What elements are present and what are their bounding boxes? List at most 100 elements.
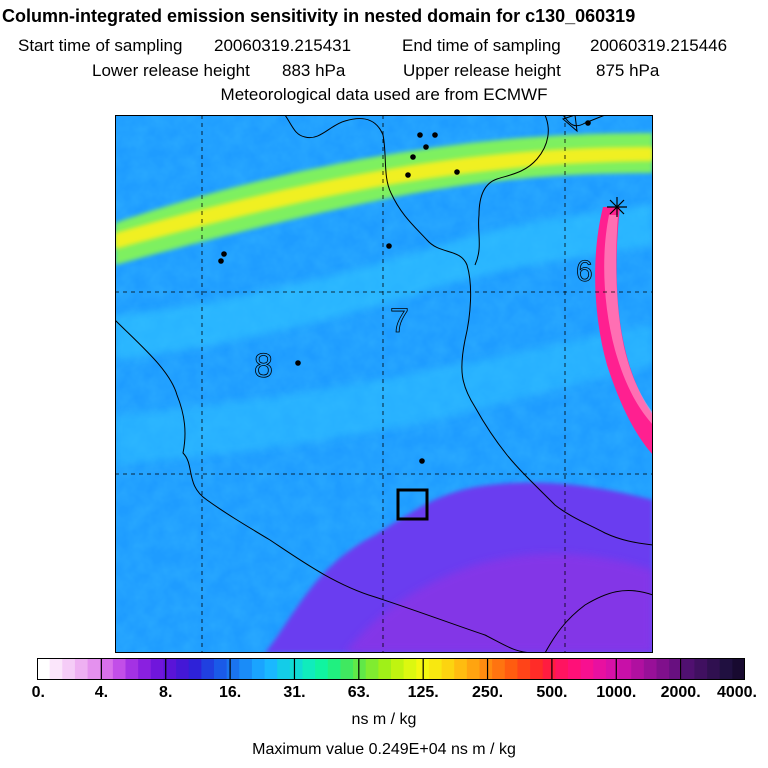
station-dot xyxy=(221,251,227,257)
colorbar-cell xyxy=(353,658,367,680)
colorbar-cell xyxy=(605,658,619,680)
colorbar-cell xyxy=(707,658,721,680)
maximum-value-line: Maximum value 0.249E+04 ns m / kg xyxy=(0,741,768,759)
colorbar-cell xyxy=(264,658,278,680)
lower-release-label: Lower release height xyxy=(92,61,250,80)
colorbar-cell xyxy=(327,658,341,680)
colorbar-cell xyxy=(669,658,683,680)
start-time-value: 20060319.215431 xyxy=(214,36,352,55)
colorbar-tick-label: 4000. xyxy=(716,684,758,701)
arc-band-inner xyxy=(115,147,653,249)
maximum-value-value: 0.249E+04 ns m / kg xyxy=(368,741,516,758)
lower-release-value: 883 hPa xyxy=(282,61,346,80)
station-dot xyxy=(432,132,438,138)
station-dot xyxy=(423,144,429,150)
colorbar-cell xyxy=(201,658,215,680)
contour-label-6: 6 xyxy=(576,255,593,288)
colorbar-cell xyxy=(125,658,139,680)
colorbar-cell xyxy=(302,658,316,680)
cyan-band-lower xyxy=(115,325,653,465)
colorbar-cell xyxy=(188,658,202,680)
colorbar-cell xyxy=(49,658,63,680)
map-frame xyxy=(115,115,653,653)
colorbar-cell xyxy=(112,658,126,680)
colorbar-cell xyxy=(315,658,329,680)
colorbar xyxy=(37,658,745,680)
colorbar-tick-label: 31. xyxy=(283,684,306,701)
colorbar-cell xyxy=(492,658,506,680)
colorbar-tick-label: 1000. xyxy=(596,684,637,701)
colorbar-cell xyxy=(631,658,645,680)
lat-lon-grid xyxy=(115,115,653,653)
colorbar-cell xyxy=(138,658,152,680)
colorbar-cell xyxy=(479,658,493,680)
station-dot xyxy=(419,458,425,464)
station-dot xyxy=(585,120,591,126)
colorbar-cell xyxy=(530,658,544,680)
release-point-marker xyxy=(607,197,627,217)
plume-inner xyxy=(604,215,653,425)
colorbar-cell xyxy=(732,658,745,680)
colorbar-units: ns m / kg xyxy=(351,711,417,728)
colorbar-cell xyxy=(403,658,417,680)
colorbar-tick-label: 63. xyxy=(347,684,370,701)
colorbar-cell xyxy=(719,658,733,680)
start-time-label: Start time of sampling xyxy=(18,36,183,55)
station-dot xyxy=(218,258,224,264)
upper-release-label: Upper release height xyxy=(403,61,561,80)
upper-release-value: 875 hPa xyxy=(596,61,660,80)
end-time-value: 20060319.215446 xyxy=(590,36,728,55)
colorbar-cells xyxy=(37,658,745,680)
colorbar-cell xyxy=(454,658,468,680)
colorbar-cell xyxy=(555,658,569,680)
colorbar-cell xyxy=(226,658,240,680)
colorbar-tick-label: 16. xyxy=(218,684,242,701)
colorbar-cell xyxy=(87,658,101,680)
colorbar-cell xyxy=(656,658,670,680)
colorbar-cell xyxy=(378,658,392,680)
maximum-value-label: Maximum value xyxy=(252,741,365,758)
plot-title: Column-integrated emission sensitivity i… xyxy=(2,6,636,26)
end-time-label: End time of sampling xyxy=(402,36,561,55)
colorbar-cell xyxy=(618,658,632,680)
colorbar-cell xyxy=(681,658,695,680)
colorbar-cell xyxy=(365,658,379,680)
colorbar-cell xyxy=(441,658,455,680)
colorbar-tick-label: 4. xyxy=(94,684,109,701)
colorbar-tick-label: 0. xyxy=(31,684,46,701)
colorbar-cell xyxy=(74,658,88,680)
colorbar-cell xyxy=(517,658,531,680)
border-wedge xyxy=(562,115,578,133)
contour-label-7: 7 xyxy=(390,302,409,340)
colorbar-cell xyxy=(568,658,582,680)
sensitivity-map: 6 7 8 xyxy=(115,115,653,653)
colorbar-cell xyxy=(466,658,480,680)
colorbar-cell xyxy=(694,658,708,680)
station-dot xyxy=(417,132,423,138)
nested-domain-box xyxy=(396,488,429,521)
colorbar-cell xyxy=(37,658,51,680)
colorbar-cell xyxy=(428,658,442,680)
colorbar-cell xyxy=(163,658,177,680)
colorbar-cell xyxy=(176,658,190,680)
country-borders xyxy=(115,115,653,653)
station-dot xyxy=(410,154,416,160)
station-dot xyxy=(295,360,301,366)
colorbar-cell xyxy=(251,658,265,680)
station-markers xyxy=(218,120,591,464)
colorbar-cell xyxy=(150,658,164,680)
colorbar-major-dividers xyxy=(100,658,682,680)
colorbar-cell xyxy=(239,658,253,680)
colorbar-cell xyxy=(340,658,354,680)
colorbar-cell xyxy=(580,658,594,680)
colorbar-tick-label: 8. xyxy=(159,684,173,701)
colorbar-cell xyxy=(504,658,518,680)
colorbar-frame xyxy=(37,658,745,680)
colorbar-tick-label: 125. xyxy=(407,684,439,701)
colorbar-cell xyxy=(100,658,114,680)
colorbar-tick-label: 2000. xyxy=(660,684,701,701)
station-dot xyxy=(386,243,392,249)
station-dot xyxy=(454,169,460,175)
colorbar-cell xyxy=(643,658,657,680)
colorbar-cell xyxy=(542,658,556,680)
